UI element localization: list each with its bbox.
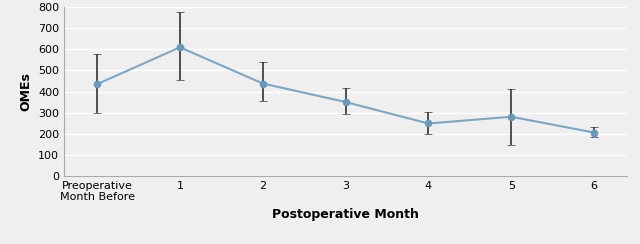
X-axis label: Postoperative Month: Postoperative Month	[272, 208, 419, 221]
Y-axis label: OMEs: OMEs	[19, 72, 33, 111]
